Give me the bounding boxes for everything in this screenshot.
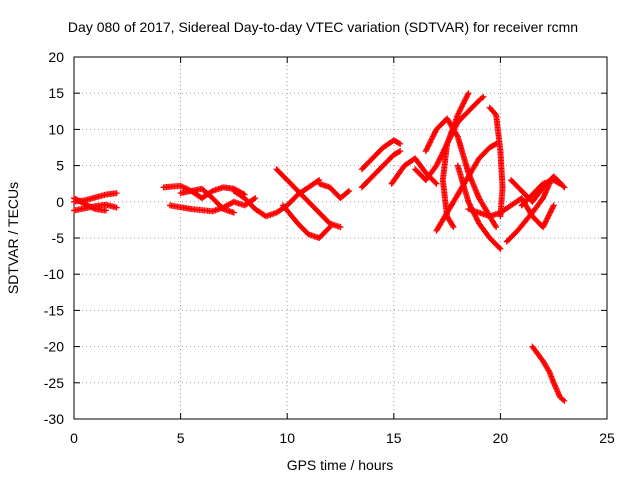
series-11 xyxy=(358,148,404,191)
plot-frame xyxy=(73,56,608,420)
data-point xyxy=(397,148,404,155)
data-point xyxy=(557,180,564,187)
series-22 xyxy=(518,177,564,209)
data-point xyxy=(250,196,257,203)
y-tick-label: -20 xyxy=(44,339,64,355)
data-point xyxy=(496,244,503,251)
x-tick-label: 0 xyxy=(70,430,78,446)
data-point xyxy=(433,180,440,187)
series-23 xyxy=(529,343,568,404)
grid xyxy=(74,57,607,419)
y-tick-label: -5 xyxy=(52,230,65,246)
chart-title: Day 080 of 2017, Sidereal Day-to-day VTE… xyxy=(68,19,578,35)
y-tick-label: -30 xyxy=(44,411,64,427)
x-tick-label: 5 xyxy=(177,430,185,446)
axis-ticks: 0 5 10 15 20 25 20 15 10 5 0 -5 -10 -15 -20 -25 -30 xyxy=(44,49,615,446)
series-15 xyxy=(439,90,472,231)
data-point xyxy=(252,195,259,202)
data-point xyxy=(561,184,568,191)
series-2 xyxy=(71,195,109,214)
data-point xyxy=(492,110,499,117)
data-point xyxy=(560,183,567,190)
data-point xyxy=(337,224,344,231)
data-point xyxy=(346,187,353,194)
data-point xyxy=(113,190,120,197)
data-point xyxy=(395,140,402,147)
series-17 xyxy=(433,140,500,234)
x-tick-label: 15 xyxy=(386,430,402,446)
x-tick-label: 25 xyxy=(599,430,615,446)
data-point xyxy=(113,204,120,211)
data-point xyxy=(395,148,402,155)
y-tick-label: 15 xyxy=(48,85,64,101)
data-point xyxy=(432,179,439,186)
data-point xyxy=(480,93,487,100)
y-tick-label: 5 xyxy=(56,158,64,174)
series-21 xyxy=(503,180,553,245)
data-points xyxy=(71,90,568,404)
x-tick-label: 20 xyxy=(493,430,509,446)
y-axis-label: SDTVAR / TECUs xyxy=(5,182,21,294)
y-tick-label: -15 xyxy=(44,302,64,318)
data-point xyxy=(497,245,504,252)
y-tick-label: -10 xyxy=(44,266,64,282)
series-6 xyxy=(230,177,323,220)
data-point xyxy=(493,224,500,231)
data-point xyxy=(555,179,562,186)
series-16 xyxy=(454,162,504,252)
data-point xyxy=(325,225,332,232)
data-point xyxy=(450,224,457,231)
y-tick-label: 0 xyxy=(56,194,64,210)
data-point xyxy=(550,202,557,209)
x-tick-label: 10 xyxy=(279,430,295,446)
series-9 xyxy=(316,180,353,202)
y-tick-label: 10 xyxy=(48,121,64,137)
data-point xyxy=(397,140,404,147)
data-point xyxy=(344,188,351,195)
series-8 xyxy=(279,202,333,241)
data-point xyxy=(230,209,237,216)
data-point xyxy=(314,177,321,184)
data-point xyxy=(561,397,568,404)
series-10 xyxy=(358,137,404,173)
series-18 xyxy=(486,104,506,220)
series-7 xyxy=(273,166,344,231)
series-5 xyxy=(177,185,237,216)
x-axis-label: GPS time / hours xyxy=(287,457,394,473)
y-tick-label: 20 xyxy=(48,49,64,65)
y-tick-label: -25 xyxy=(44,375,64,391)
data-point xyxy=(102,207,109,214)
data-point xyxy=(326,224,333,231)
